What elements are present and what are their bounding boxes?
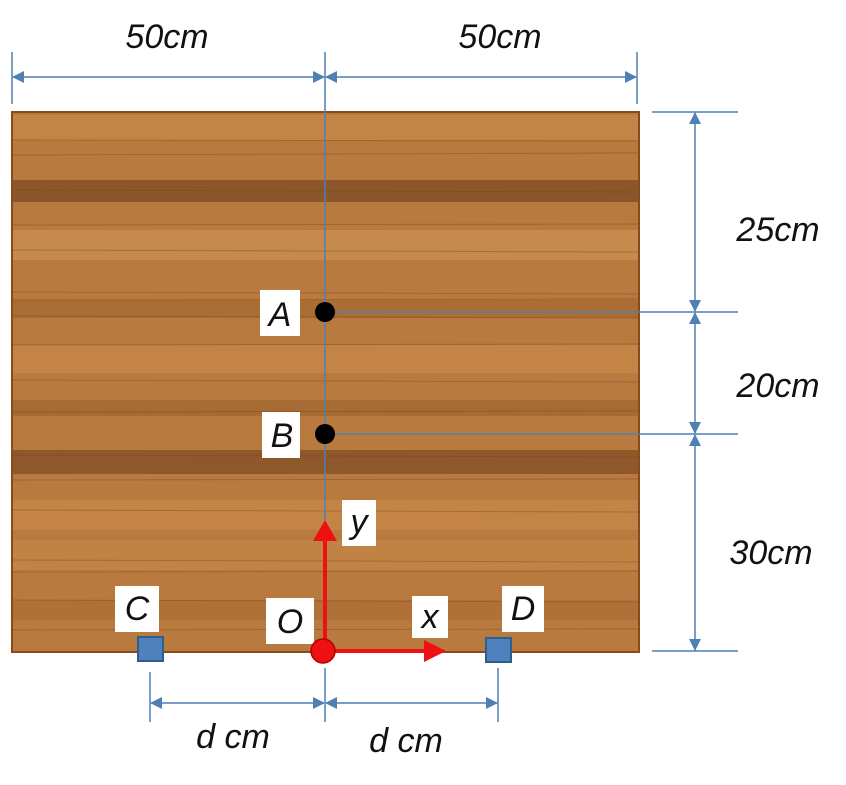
- dim-label-bottom-right: d cm: [369, 722, 443, 760]
- label-x: x: [420, 598, 440, 636]
- dim-label-top-right: 50cm: [458, 18, 541, 56]
- label-c: C: [125, 590, 150, 628]
- dim-label-right-upper: 25cm: [735, 211, 819, 249]
- point-a-marker: [315, 302, 335, 322]
- label-o: O: [277, 603, 303, 641]
- label-backgrounds: [115, 290, 544, 644]
- label-d: D: [511, 590, 536, 628]
- support-c: [137, 636, 164, 662]
- origin-marker: [310, 638, 336, 664]
- dim-label-top-left: 50cm: [125, 18, 208, 56]
- x-axis-arrowhead: [424, 640, 446, 662]
- axes: [313, 520, 446, 662]
- label-y: y: [349, 503, 370, 541]
- label-a: A: [267, 296, 292, 334]
- dimension-arrows: [12, 71, 701, 709]
- dim-label-right-middle: 20cm: [735, 367, 819, 405]
- dim-label-bottom-left: d cm: [196, 718, 270, 756]
- label-b: B: [271, 417, 294, 455]
- support-d: [485, 637, 512, 663]
- point-b-marker: [315, 424, 335, 444]
- dim-label-right-lower: 30cm: [729, 534, 812, 572]
- y-axis-arrowhead: [313, 520, 337, 541]
